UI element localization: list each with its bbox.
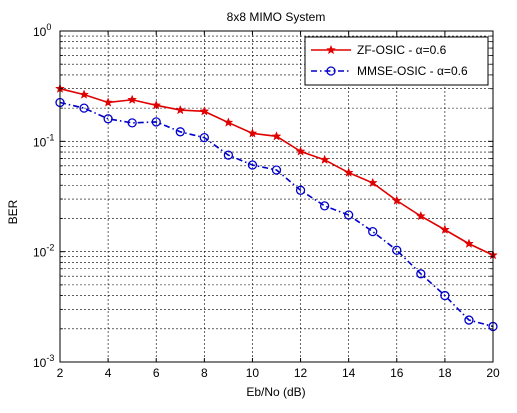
data-point xyxy=(199,106,210,116)
x-tick-label: 2 xyxy=(57,366,64,380)
series-line xyxy=(59,101,494,328)
y-tick-label: 100 xyxy=(33,22,51,39)
data-point xyxy=(199,132,209,143)
data-point xyxy=(247,160,258,170)
data-point xyxy=(319,201,330,211)
data-point xyxy=(151,100,162,110)
y-axis-ticks: 100 10-1 10-2 10-3 xyxy=(33,22,493,370)
y-tick-label: 10-2 xyxy=(33,243,54,260)
series-1 xyxy=(55,83,498,260)
series-layer xyxy=(55,83,498,332)
data-point xyxy=(103,114,113,124)
x-tick-label: 12 xyxy=(294,366,308,380)
data-point xyxy=(295,185,306,195)
data-point xyxy=(79,89,90,99)
data-point xyxy=(344,210,354,220)
x-tick-label: 14 xyxy=(342,366,356,380)
legend-label: ZF-OSIC - α=0.6 xyxy=(357,43,447,57)
data-point xyxy=(223,150,234,160)
data-point xyxy=(271,131,282,141)
data-point xyxy=(295,146,306,156)
data-point xyxy=(343,167,354,177)
y-tick-label: 10-1 xyxy=(33,132,54,149)
x-axis-label: Eb/No (dB) xyxy=(246,385,305,399)
data-point xyxy=(392,245,402,255)
plot-area xyxy=(60,31,493,362)
data-point xyxy=(223,117,234,127)
data-point xyxy=(151,117,161,127)
x-tick-label: 10 xyxy=(246,366,260,380)
legend-marker xyxy=(326,66,336,76)
data-point xyxy=(416,269,426,279)
data-point xyxy=(368,226,378,237)
data-point xyxy=(175,127,185,137)
data-point xyxy=(439,224,450,234)
y-axis-label: BER xyxy=(6,199,20,224)
x-tick-label: 8 xyxy=(201,366,208,380)
data-point xyxy=(271,165,282,175)
data-point xyxy=(463,238,474,248)
data-point xyxy=(391,195,402,205)
data-point xyxy=(175,104,186,115)
chart-title: 8x8 MIMO System xyxy=(227,10,326,24)
x-tick-label: 6 xyxy=(153,366,160,380)
data-point xyxy=(464,315,474,325)
data-point xyxy=(79,103,89,113)
x-tick-label: 20 xyxy=(486,366,500,380)
legend: ZF-OSIC - α=0.6 MMSE-OSIC - α=0.6 xyxy=(304,36,489,86)
x-axis-ticks: 2 4 6 8 10 12 14 16 18 20 xyxy=(57,31,500,380)
legend-label: MMSE-OSIC - α=0.6 xyxy=(357,64,468,78)
data-point xyxy=(103,97,114,107)
legend-marker xyxy=(326,44,336,55)
plot-frame xyxy=(59,30,494,363)
data-point xyxy=(127,94,138,104)
data-point xyxy=(319,154,330,165)
data-point xyxy=(367,177,378,188)
x-tick-label: 18 xyxy=(438,366,452,380)
data-point xyxy=(127,118,137,128)
x-tick-label: 16 xyxy=(390,366,404,380)
series-2 xyxy=(55,97,498,332)
y-tick-label: 10-3 xyxy=(33,353,54,370)
data-point xyxy=(247,128,258,138)
legend-box xyxy=(304,36,489,86)
x-tick-label: 4 xyxy=(105,366,112,380)
data-point xyxy=(415,210,426,221)
data-point xyxy=(440,290,450,301)
